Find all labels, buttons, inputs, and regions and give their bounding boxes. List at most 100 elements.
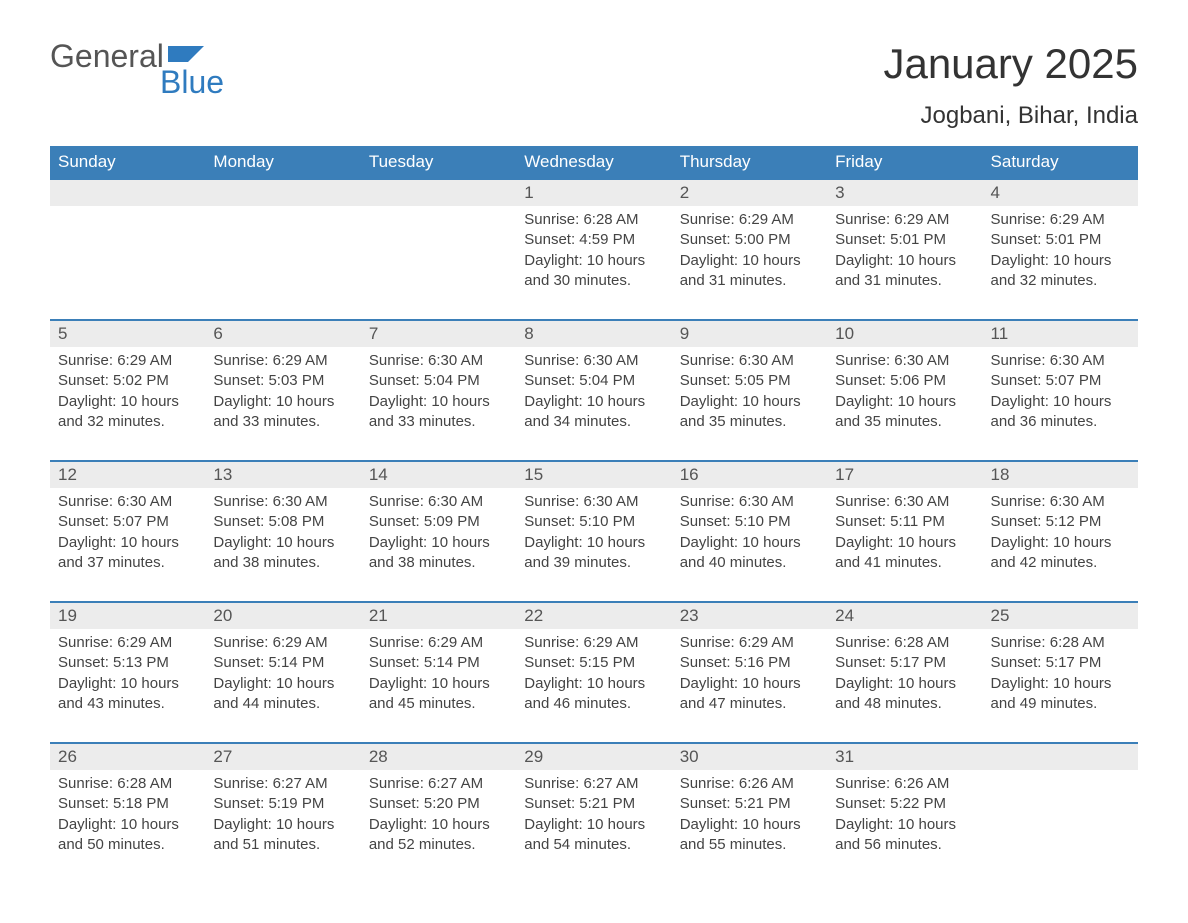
day-header: Friday	[827, 146, 982, 179]
sunset-line: Sunset: 5:01 PM	[991, 230, 1130, 250]
calendar-day-cell: 29Sunrise: 6:27 AMSunset: 5:21 PMDayligh…	[516, 743, 671, 883]
day-data: Sunrise: 6:30 AMSunset: 5:06 PMDaylight:…	[827, 347, 982, 460]
daylight-line: Daylight: 10 hours and 33 minutes.	[369, 392, 508, 433]
calendar-day-cell: 21Sunrise: 6:29 AMSunset: 5:14 PMDayligh…	[361, 602, 516, 743]
day-number: 1	[516, 180, 671, 206]
sunrise-line: Sunrise: 6:27 AM	[369, 774, 508, 794]
calendar-day-cell	[50, 179, 205, 320]
sunrise-line: Sunrise: 6:30 AM	[524, 351, 663, 371]
calendar-day-cell: 3Sunrise: 6:29 AMSunset: 5:01 PMDaylight…	[827, 179, 982, 320]
sunrise-line: Sunrise: 6:30 AM	[680, 492, 819, 512]
sunset-line: Sunset: 5:11 PM	[835, 512, 974, 532]
logo-text-blue: Blue	[160, 66, 224, 98]
calendar-day-cell: 23Sunrise: 6:29 AMSunset: 5:16 PMDayligh…	[672, 602, 827, 743]
sunrise-line: Sunrise: 6:30 AM	[991, 351, 1130, 371]
calendar-day-cell: 2Sunrise: 6:29 AMSunset: 5:00 PMDaylight…	[672, 179, 827, 320]
calendar-day-cell: 11Sunrise: 6:30 AMSunset: 5:07 PMDayligh…	[983, 320, 1138, 461]
day-number: 4	[983, 180, 1138, 206]
logo-text-general: General	[50, 40, 164, 72]
calendar-day-cell: 1Sunrise: 6:28 AMSunset: 4:59 PMDaylight…	[516, 179, 671, 320]
calendar-day-cell: 17Sunrise: 6:30 AMSunset: 5:11 PMDayligh…	[827, 461, 982, 602]
day-number: 9	[672, 321, 827, 347]
calendar-day-cell	[205, 179, 360, 320]
sunset-line: Sunset: 5:08 PM	[213, 512, 352, 532]
calendar-day-cell: 24Sunrise: 6:28 AMSunset: 5:17 PMDayligh…	[827, 602, 982, 743]
sunset-line: Sunset: 5:19 PM	[213, 794, 352, 814]
sunrise-line: Sunrise: 6:30 AM	[680, 351, 819, 371]
day-data: Sunrise: 6:30 AMSunset: 5:09 PMDaylight:…	[361, 488, 516, 601]
day-data: Sunrise: 6:28 AMSunset: 4:59 PMDaylight:…	[516, 206, 671, 319]
sunrise-line: Sunrise: 6:30 AM	[835, 351, 974, 371]
day-data: Sunrise: 6:29 AMSunset: 5:01 PMDaylight:…	[983, 206, 1138, 319]
day-header: Monday	[205, 146, 360, 179]
sunset-line: Sunset: 5:07 PM	[58, 512, 197, 532]
sunrise-line: Sunrise: 6:29 AM	[58, 633, 197, 653]
daylight-line: Daylight: 10 hours and 55 minutes.	[680, 815, 819, 856]
day-number: 13	[205, 462, 360, 488]
day-number: 5	[50, 321, 205, 347]
sunrise-line: Sunrise: 6:30 AM	[835, 492, 974, 512]
daylight-line: Daylight: 10 hours and 33 minutes.	[213, 392, 352, 433]
sunrise-line: Sunrise: 6:28 AM	[991, 633, 1130, 653]
daylight-line: Daylight: 10 hours and 37 minutes.	[58, 533, 197, 574]
calendar-week-row: 19Sunrise: 6:29 AMSunset: 5:13 PMDayligh…	[50, 602, 1138, 743]
day-data: Sunrise: 6:28 AMSunset: 5:17 PMDaylight:…	[983, 629, 1138, 742]
day-data: Sunrise: 6:30 AMSunset: 5:10 PMDaylight:…	[516, 488, 671, 601]
sunset-line: Sunset: 5:21 PM	[524, 794, 663, 814]
sunrise-line: Sunrise: 6:30 AM	[524, 492, 663, 512]
calendar-table: Sunday Monday Tuesday Wednesday Thursday…	[50, 146, 1138, 883]
calendar-day-cell: 15Sunrise: 6:30 AMSunset: 5:10 PMDayligh…	[516, 461, 671, 602]
calendar-day-cell: 22Sunrise: 6:29 AMSunset: 5:15 PMDayligh…	[516, 602, 671, 743]
calendar-day-cell: 18Sunrise: 6:30 AMSunset: 5:12 PMDayligh…	[983, 461, 1138, 602]
sunset-line: Sunset: 5:22 PM	[835, 794, 974, 814]
day-data: Sunrise: 6:29 AMSunset: 5:02 PMDaylight:…	[50, 347, 205, 460]
sunset-line: Sunset: 5:03 PM	[213, 371, 352, 391]
calendar-day-cell: 19Sunrise: 6:29 AMSunset: 5:13 PMDayligh…	[50, 602, 205, 743]
sunrise-line: Sunrise: 6:26 AM	[835, 774, 974, 794]
calendar-day-cell: 5Sunrise: 6:29 AMSunset: 5:02 PMDaylight…	[50, 320, 205, 461]
sunset-line: Sunset: 5:17 PM	[991, 653, 1130, 673]
sunrise-line: Sunrise: 6:29 AM	[680, 633, 819, 653]
sunset-line: Sunset: 5:18 PM	[58, 794, 197, 814]
day-data	[361, 206, 516, 286]
daylight-line: Daylight: 10 hours and 42 minutes.	[991, 533, 1130, 574]
sunset-line: Sunset: 5:14 PM	[213, 653, 352, 673]
daylight-line: Daylight: 10 hours and 47 minutes.	[680, 674, 819, 715]
sunrise-line: Sunrise: 6:29 AM	[524, 633, 663, 653]
daylight-line: Daylight: 10 hours and 44 minutes.	[213, 674, 352, 715]
sunset-line: Sunset: 5:13 PM	[58, 653, 197, 673]
day-number: 25	[983, 603, 1138, 629]
daylight-line: Daylight: 10 hours and 31 minutes.	[835, 251, 974, 292]
day-number	[361, 180, 516, 206]
day-data: Sunrise: 6:29 AMSunset: 5:14 PMDaylight:…	[361, 629, 516, 742]
calendar-day-cell: 14Sunrise: 6:30 AMSunset: 5:09 PMDayligh…	[361, 461, 516, 602]
day-data: Sunrise: 6:30 AMSunset: 5:04 PMDaylight:…	[361, 347, 516, 460]
daylight-line: Daylight: 10 hours and 38 minutes.	[369, 533, 508, 574]
calendar-day-cell: 12Sunrise: 6:30 AMSunset: 5:07 PMDayligh…	[50, 461, 205, 602]
sunrise-line: Sunrise: 6:30 AM	[58, 492, 197, 512]
daylight-line: Daylight: 10 hours and 49 minutes.	[991, 674, 1130, 715]
day-header: Thursday	[672, 146, 827, 179]
calendar-day-cell: 30Sunrise: 6:26 AMSunset: 5:21 PMDayligh…	[672, 743, 827, 883]
calendar-day-cell: 31Sunrise: 6:26 AMSunset: 5:22 PMDayligh…	[827, 743, 982, 883]
day-number: 15	[516, 462, 671, 488]
sunset-line: Sunset: 5:12 PM	[991, 512, 1130, 532]
calendar-day-cell: 26Sunrise: 6:28 AMSunset: 5:18 PMDayligh…	[50, 743, 205, 883]
daylight-line: Daylight: 10 hours and 43 minutes.	[58, 674, 197, 715]
sunset-line: Sunset: 5:09 PM	[369, 512, 508, 532]
day-data: Sunrise: 6:27 AMSunset: 5:19 PMDaylight:…	[205, 770, 360, 883]
daylight-line: Daylight: 10 hours and 41 minutes.	[835, 533, 974, 574]
day-data	[50, 206, 205, 286]
day-number: 8	[516, 321, 671, 347]
calendar-day-cell: 16Sunrise: 6:30 AMSunset: 5:10 PMDayligh…	[672, 461, 827, 602]
sunrise-line: Sunrise: 6:29 AM	[680, 210, 819, 230]
calendar-day-cell: 13Sunrise: 6:30 AMSunset: 5:08 PMDayligh…	[205, 461, 360, 602]
day-data: Sunrise: 6:29 AMSunset: 5:03 PMDaylight:…	[205, 347, 360, 460]
daylight-line: Daylight: 10 hours and 36 minutes.	[991, 392, 1130, 433]
day-data: Sunrise: 6:29 AMSunset: 5:15 PMDaylight:…	[516, 629, 671, 742]
day-number: 27	[205, 744, 360, 770]
daylight-line: Daylight: 10 hours and 38 minutes.	[213, 533, 352, 574]
day-number: 20	[205, 603, 360, 629]
day-data: Sunrise: 6:29 AMSunset: 5:00 PMDaylight:…	[672, 206, 827, 319]
sunset-line: Sunset: 5:02 PM	[58, 371, 197, 391]
